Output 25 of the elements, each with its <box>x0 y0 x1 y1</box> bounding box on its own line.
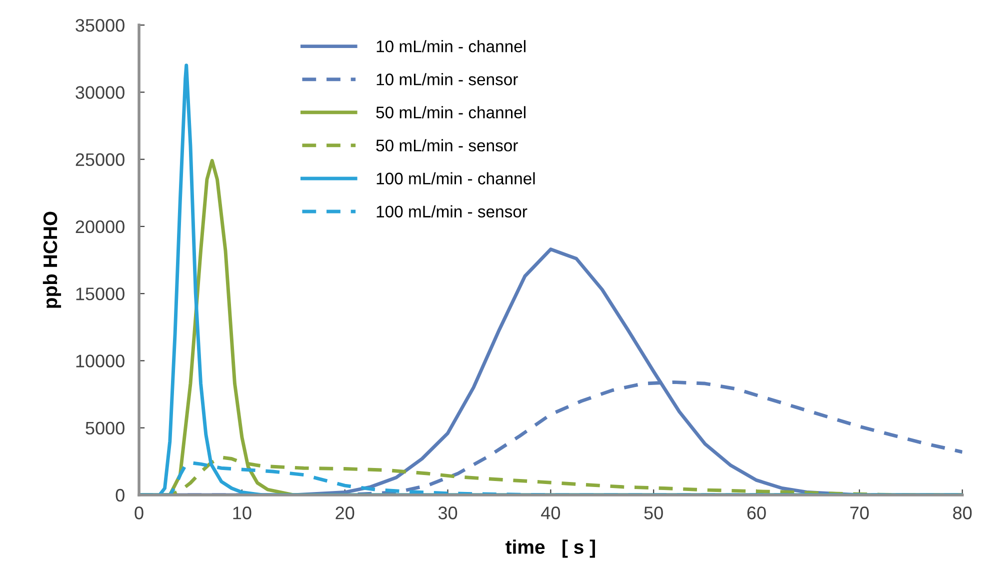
legend-label: 100 mL/min - sensor <box>376 205 528 218</box>
x-tick-label: 30 <box>438 506 458 520</box>
legend-label: 10 mL/min - sensor <box>376 73 518 86</box>
x-tick-label: 60 <box>747 506 766 520</box>
y-tick-label: 30000 <box>76 86 124 99</box>
y-tick-label: 5000 <box>86 422 124 435</box>
x-tick-label: 70 <box>850 506 869 520</box>
x-tick-label: 50 <box>644 506 663 520</box>
y-tick-label: 10000 <box>76 354 124 368</box>
y-tick-label: 0 <box>116 488 124 502</box>
y-tick-label: 15000 <box>76 288 124 300</box>
legend-label: 50 mL/min - sensor <box>376 139 518 152</box>
y-tick-label: 20000 <box>76 220 124 234</box>
x-tick-label: 0 <box>134 506 144 520</box>
x-tick-label: 80 <box>953 506 972 520</box>
y-axis-title: ppb HCHO <box>42 212 62 308</box>
y-tick-label: 25000 <box>76 153 124 166</box>
legend-label: 10 mL/min - channel <box>376 40 526 52</box>
legend-label: 100 mL/min - channel <box>376 172 535 184</box>
y-tick-label: 35000 <box>76 19 124 32</box>
x-tick-label: 10 <box>233 506 252 520</box>
x-tick-label: 20 <box>336 506 354 520</box>
x-tick-label: 40 <box>541 506 560 520</box>
x-axis-title: time [ s ] <box>506 540 595 558</box>
legend-label: 50 mL/min - channel <box>376 106 526 118</box>
